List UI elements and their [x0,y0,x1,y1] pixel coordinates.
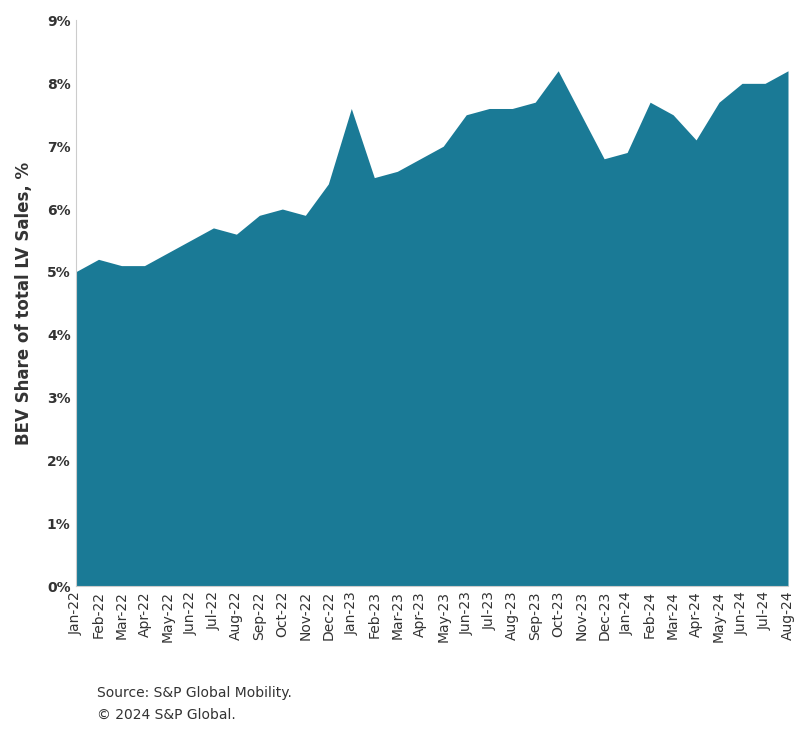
Y-axis label: BEV Share of total LV Sales, %: BEV Share of total LV Sales, % [15,162,33,445]
Text: Source: S&P Global Mobility.: Source: S&P Global Mobility. [97,686,292,700]
Text: © 2024 S&P Global.: © 2024 S&P Global. [97,708,236,722]
